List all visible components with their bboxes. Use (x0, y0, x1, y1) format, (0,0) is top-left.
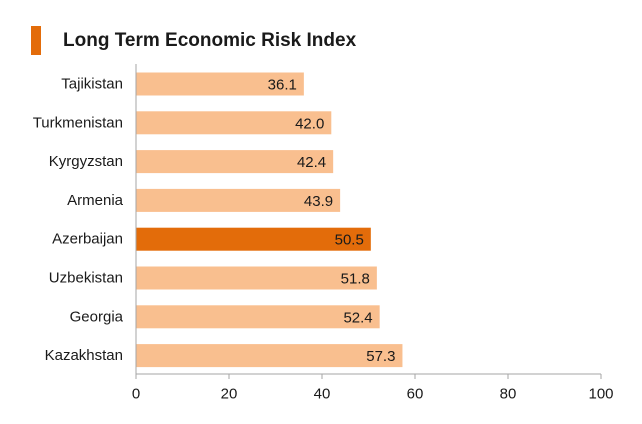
value-labels-group: 36.1 42.0 42.4 43.9 50.5 51.8 52.4 57.3 (268, 77, 396, 366)
category-label: Turkmenistan (33, 114, 123, 131)
data-label: 42.4 (297, 154, 326, 171)
x-tick-label: 20 (221, 386, 238, 403)
bar (136, 344, 403, 368)
x-tick-label: 40 (314, 386, 331, 403)
category-label: Kazakhstan (45, 347, 123, 364)
chart-title: Long Term Economic Risk Index (63, 30, 357, 51)
x-tick-label: 60 (407, 386, 424, 403)
category-label: Kyrgyzstan (49, 153, 123, 170)
data-label: 42.0 (295, 115, 324, 132)
title-accent-bar (31, 26, 41, 55)
category-label: Georgia (70, 308, 124, 325)
bars-group (136, 72, 403, 368)
category-label: Azerbaijan (52, 231, 123, 248)
x-tick-label: 100 (588, 386, 613, 403)
category-label: Uzbekistan (49, 270, 123, 287)
x-tick-label: 80 (500, 386, 517, 403)
bar (136, 188, 341, 212)
bar (136, 266, 377, 290)
data-label: 51.8 (341, 271, 370, 288)
category-label: Tajikistan (61, 76, 123, 93)
data-label: 52.4 (343, 309, 372, 326)
bar (136, 227, 371, 251)
data-label: 57.3 (366, 348, 395, 365)
category-labels-group: Tajikistan Turkmenistan Kyrgyzstan Armenia A… (33, 76, 124, 365)
data-label: 36.1 (268, 77, 297, 94)
bar (136, 72, 304, 96)
x-axis: 0 20 40 60 80 100 (132, 64, 614, 403)
data-label: 50.5 (335, 232, 364, 249)
data-label: 43.9 (304, 193, 333, 210)
x-tick-label: 0 (132, 386, 140, 403)
category-label: Armenia (67, 192, 124, 209)
bar (136, 111, 332, 135)
bar (136, 150, 334, 174)
bar (136, 305, 380, 329)
